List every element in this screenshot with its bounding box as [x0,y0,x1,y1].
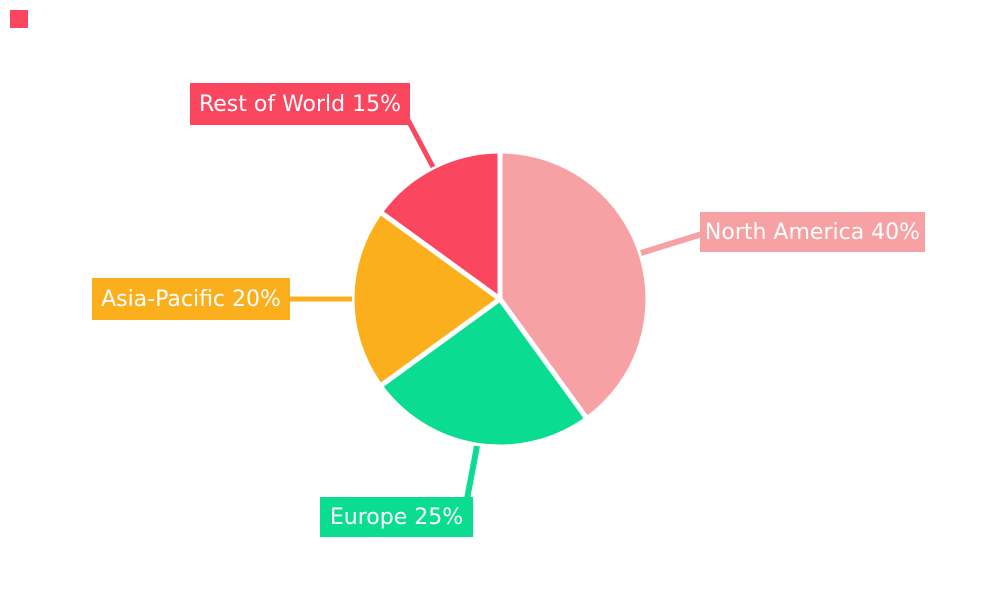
pie-slice-asia-pacific [349,209,503,389]
pie-slice-north-america [497,148,651,422]
callout-label-north-america: North America 40% [700,212,925,252]
callout-line-europe [464,445,480,500]
callout-label-asia-pacific: Asia-Pacific 20% [92,278,290,320]
callout-label-europe: Europe 25% [320,497,473,537]
callout-line-north-america [640,231,703,256]
pie-slice-europe [377,296,590,450]
callout-label-rest-of-world: Rest of World 15% [190,83,410,125]
corner-accent-square [10,10,28,28]
pie-slice-rest-of-world [377,148,503,302]
callout-line-rest-of-world [405,118,436,169]
